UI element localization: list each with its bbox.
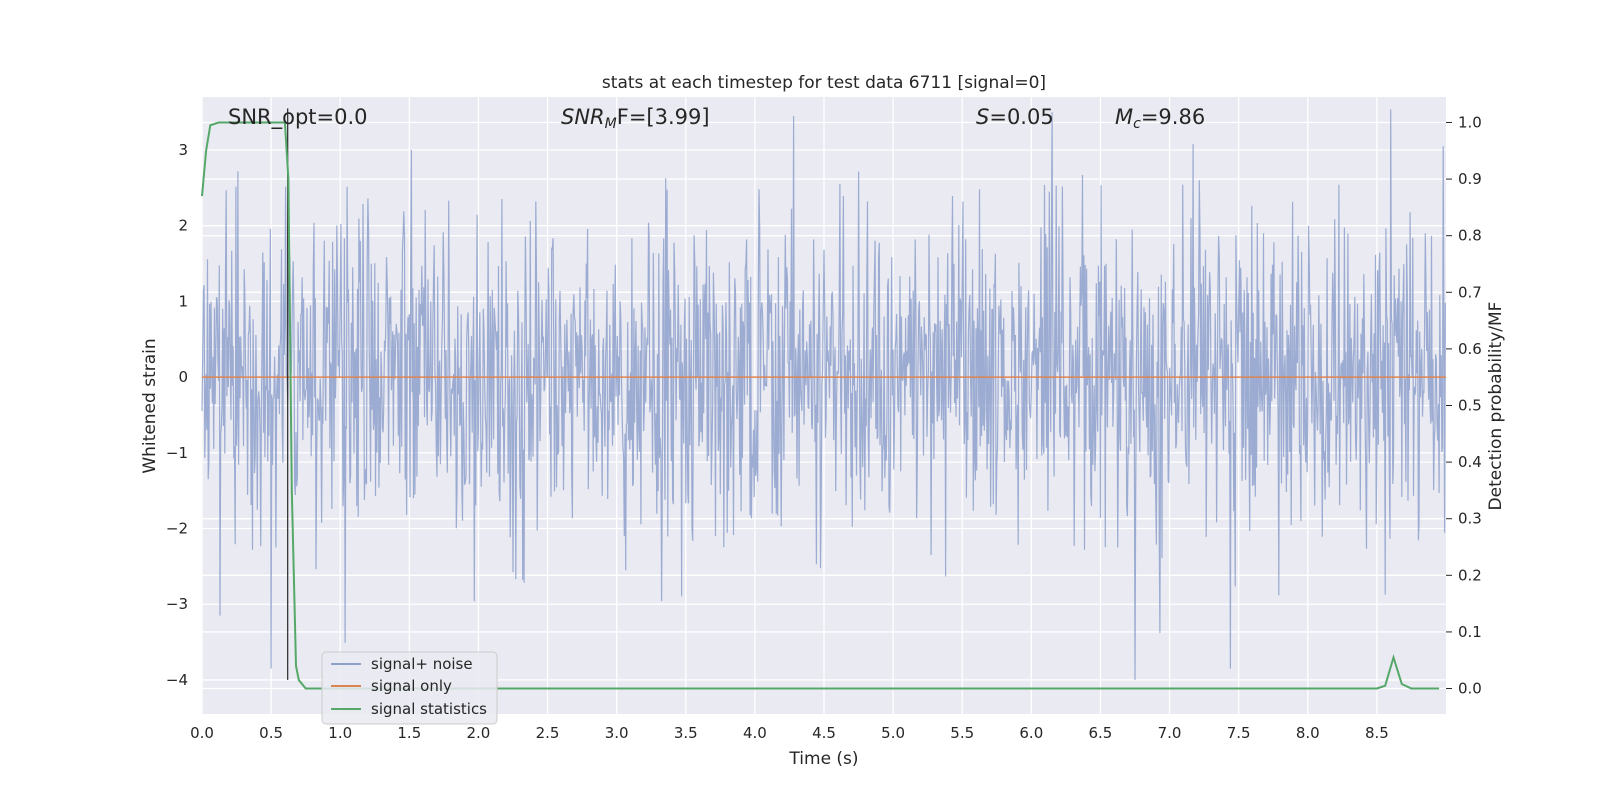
x-tick-label: 5.5 (950, 724, 974, 742)
y-tick-label: 3 (178, 141, 188, 159)
x-tick-label: 6.5 (1089, 724, 1113, 742)
x-tick-label: 8.0 (1296, 724, 1320, 742)
legend-label-signal-only: signal only (371, 677, 452, 695)
annotation-mc: Mc=9.86 (1115, 105, 1205, 132)
noise-trace (201, 109, 1446, 680)
y2-tick-label: 0.6 (1458, 340, 1482, 358)
y2-axis-label: Detection probability/MF (1486, 302, 1506, 511)
x-axis-ticks: 0.0 0.5 1.0 1.5 2.0 2.5 3.0 3.5 4.0 4.5 5.0 5.5 6.0 6… (190, 724, 1389, 742)
y-axis-label: Whitened strain (140, 338, 160, 473)
y-tick-label: 0 (178, 368, 188, 386)
x-tick-label: 8.5 (1365, 724, 1389, 742)
y-tick-label: −1 (166, 444, 188, 462)
x-tick-label: 4.0 (743, 724, 767, 742)
annotation-snr-mf: SNRMF=[3.99] (561, 105, 710, 132)
y2-tick-label: 0.3 (1458, 510, 1482, 528)
x-tick-label: 3.0 (605, 724, 629, 742)
y2-tick-label: 0.9 (1458, 170, 1482, 188)
x-axis-label: Time (s) (788, 749, 858, 769)
chart-title: stats at each timestep for test data 671… (602, 73, 1046, 93)
legend-label-signal-noise: signal+ noise (371, 655, 473, 673)
y2-axis-ticks: 1.0 0.9 0.8 0.7 0.6 0.5 0.4 0.3 0.2 0.1 0.0 (1446, 113, 1482, 698)
y-tick-label: −2 (166, 520, 188, 538)
y2-tick-label: 1.0 (1458, 113, 1482, 131)
y2-tick-label: 0.4 (1458, 453, 1482, 471)
x-tick-label: 1.5 (397, 724, 421, 742)
x-tick-label: 5.0 (881, 724, 905, 742)
y-axis-ticks: 3 2 1 0 −1 −2 −3 −4 (166, 141, 188, 689)
legend: signal+ noise signal only signal statist… (321, 651, 498, 725)
annotation-snr-mf-rest: F=[3.99] (617, 105, 710, 129)
x-tick-label: 6.0 (1019, 724, 1043, 742)
y-tick-label: 2 (178, 217, 188, 235)
y2-tick-label: 0.8 (1458, 227, 1482, 245)
x-tick-label: 7.0 (1158, 724, 1182, 742)
annotation-s: S=0.05 (976, 105, 1054, 129)
x-tick-label: 0.5 (259, 724, 283, 742)
legend-box (321, 651, 498, 725)
x-tick-label: 2.0 (467, 724, 491, 742)
y-tick-label: −4 (166, 671, 188, 689)
annotation-snr-mf-main: SNR (561, 105, 605, 129)
annotation-mc-sub: c (1133, 116, 1141, 132)
y2-tick-label: 0.5 (1458, 397, 1482, 415)
annotation-s-rest: =0.05 (989, 105, 1053, 129)
annotation-s-var: S (976, 105, 989, 129)
y-tick-label: −3 (166, 595, 188, 613)
x-tick-label: 0.0 (190, 724, 214, 742)
annotation-mc-var: M (1115, 105, 1133, 129)
annotation-snr-opt: SNR_opt=0.0 (228, 105, 368, 130)
y2-tick-label: 0.7 (1458, 283, 1482, 301)
annotation-mc-rest: =9.86 (1141, 105, 1205, 129)
annotation-snr-mf-sub: M (605, 116, 617, 132)
y2-tick-label: 0.0 (1458, 680, 1482, 698)
y2-tick-label: 0.1 (1458, 623, 1482, 641)
x-tick-label: 2.5 (536, 724, 560, 742)
legend-label-signal-statistics: signal statistics (371, 700, 487, 718)
y2-tick-label: 0.2 (1458, 566, 1482, 584)
y-tick-label: 1 (178, 292, 188, 310)
series-signal-noise (201, 109, 1446, 680)
x-tick-label: 7.5 (1227, 724, 1251, 742)
x-tick-label: 1.0 (328, 724, 352, 742)
x-tick-label: 4.5 (812, 724, 836, 742)
x-tick-label: 3.5 (674, 724, 698, 742)
